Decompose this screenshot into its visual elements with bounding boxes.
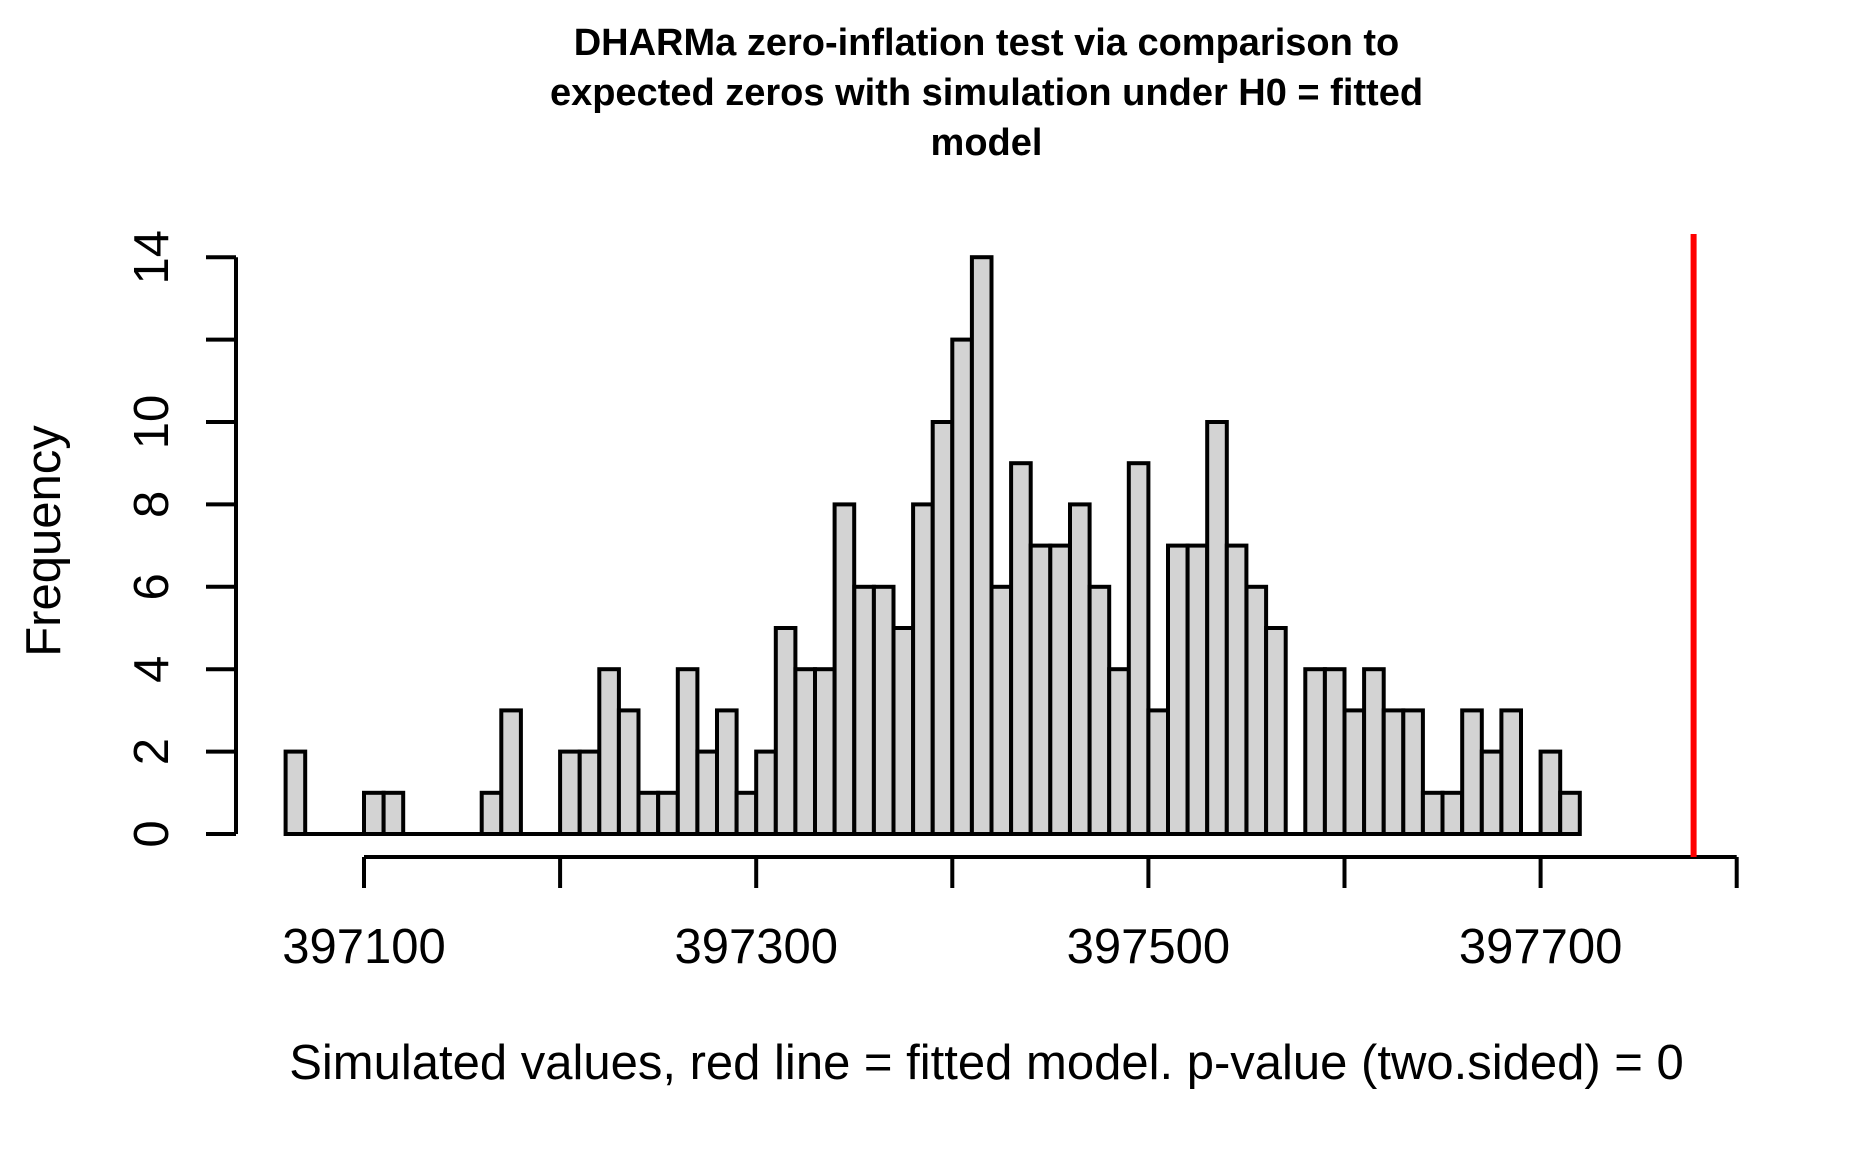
histogram-bar [852, 584, 876, 836]
y-tick-label: 0 [125, 820, 179, 847]
histogram-bar [930, 420, 955, 836]
x-tick-label: 397300 [674, 920, 838, 974]
histogram-bar [1499, 708, 1524, 837]
histogram-bar [832, 502, 857, 836]
histogram-bar [969, 255, 994, 836]
histogram-bar [636, 790, 661, 836]
histogram-bar [773, 626, 798, 836]
histogram-bar [597, 667, 621, 837]
histogram-bar [381, 790, 406, 836]
histogram-bar [1068, 502, 1092, 836]
plot-title: DHARMa zero-inflation test via compariso… [549, 22, 1424, 164]
histogram-bar [1381, 708, 1406, 837]
histogram-bar [1028, 543, 1053, 836]
histogram-bar [793, 667, 818, 837]
histogram-bar [1205, 420, 1229, 836]
histogram-bar [1401, 708, 1425, 837]
histogram-bar [754, 749, 778, 836]
histogram-bar [1264, 626, 1288, 836]
histogram-bar [1087, 584, 1112, 836]
histogram-bar [616, 708, 641, 837]
y-axis-label: Frequency [17, 425, 71, 657]
histogram-bar [989, 584, 1014, 836]
histogram-bar [1420, 790, 1445, 836]
histogram-bar [734, 790, 759, 836]
histogram-bar [283, 749, 308, 836]
histogram-bar [1107, 667, 1131, 837]
histogram-bar [1558, 790, 1582, 836]
histogram-bar [1322, 667, 1347, 837]
x-tick-label: 397100 [282, 920, 446, 974]
histogram-bar [715, 708, 739, 837]
histogram-bar [1303, 667, 1327, 837]
y-tick-label: 2 [125, 738, 179, 765]
histogram-bar [656, 790, 680, 836]
histogram-bar [1342, 708, 1367, 837]
histogram-bar [1185, 543, 1210, 836]
histogram-bar [813, 667, 837, 837]
histogram-bar [1224, 543, 1249, 836]
histogram-bar [891, 626, 916, 836]
histogram-bar [1362, 667, 1386, 837]
histogram-bar [577, 749, 602, 836]
histogram-bar [1166, 543, 1190, 836]
histogram-bar [695, 749, 720, 836]
histogram-bar [1009, 461, 1033, 836]
y-tick-label: 6 [125, 573, 179, 600]
x-axis-caption: Simulated values, red line = fitted mode… [289, 1036, 1684, 1090]
y-tick-label: 8 [125, 491, 179, 518]
histogram-bar [871, 584, 896, 836]
histogram-bar [1538, 749, 1563, 836]
histogram-bar [1460, 708, 1484, 837]
y-tick-label: 10 [125, 395, 179, 450]
y-tick-label: 14 [125, 230, 179, 285]
y-tick-label: 4 [125, 656, 179, 683]
histogram-bar [1244, 584, 1269, 836]
histogram-bar [1126, 461, 1151, 836]
histogram-bar [1440, 790, 1465, 836]
x-tick-label: 397500 [1067, 920, 1231, 974]
histogram-bar [479, 790, 504, 836]
x-tick-label: 397700 [1459, 920, 1623, 974]
histogram-bar [950, 337, 974, 836]
histogram-bar [1146, 708, 1171, 837]
histogram-bar [499, 708, 523, 837]
histogram-bar [1048, 543, 1072, 836]
histogram-bar [911, 502, 935, 836]
histogram-bar [675, 667, 700, 837]
histogram-bar [1479, 749, 1504, 836]
histogram-bar [362, 790, 386, 836]
histogram-bar [558, 749, 582, 836]
